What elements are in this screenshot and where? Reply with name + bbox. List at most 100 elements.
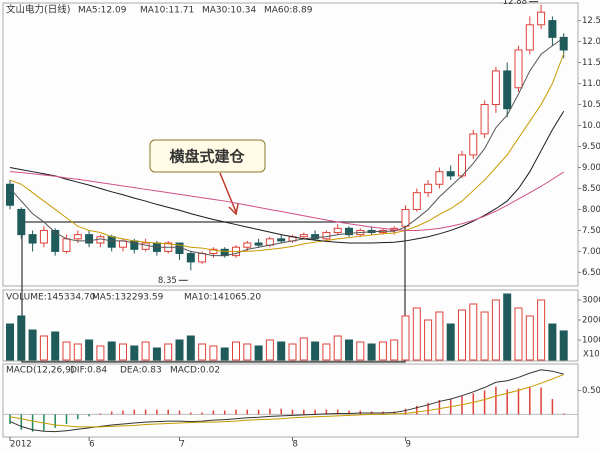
legend-entry: DIF:0.84: [70, 366, 107, 376]
volume-bar: [152, 347, 161, 361]
series-line: [9, 171, 564, 231]
x-tick-label: 9: [406, 440, 411, 450]
candle-body: [96, 236, 105, 244]
series-line: [9, 37, 564, 257]
volume-panel: [2, 289, 579, 362]
y-tick-label: 20000: [582, 316, 600, 326]
volume-bar: [130, 345, 139, 361]
series-line: [9, 369, 564, 433]
legend-entry: MA10:11.71: [140, 6, 194, 16]
series-line: [9, 53, 565, 252]
candle-body: [277, 238, 286, 242]
candle-body: [85, 234, 94, 244]
volume-bar: [333, 335, 342, 361]
y-tick-label: 6.50: [582, 268, 600, 278]
volume-bar: [62, 341, 71, 361]
y-tick-label: 9.50: [582, 142, 600, 152]
volume-bar: [51, 331, 60, 361]
candle-body: [254, 242, 263, 246]
candle-body: [243, 242, 252, 248]
series-line: [9, 374, 564, 428]
volume-bar: [164, 343, 173, 361]
volume-bar: [322, 343, 331, 361]
consolidation-box: [21, 221, 406, 363]
volume-bar: [119, 343, 127, 361]
candle-body: [424, 183, 433, 194]
legend-entry: MA60:8.89: [264, 6, 313, 16]
volume-bar: [390, 339, 399, 361]
annotation-box: [149, 139, 266, 173]
volume-bar: [209, 345, 218, 361]
volume-bar: [141, 341, 150, 361]
candle-body: [17, 208, 26, 236]
candle-body: [51, 229, 60, 252]
volume-bar: [548, 323, 557, 361]
volume-bar: [17, 315, 26, 361]
volume-bar: [73, 343, 82, 361]
volume-subtitle: MA10:141065.20: [184, 293, 261, 303]
candle-body: [73, 234, 82, 240]
volume-bar: [243, 343, 252, 361]
annotation-arrow: [219, 172, 239, 216]
y-tick-label: 0.50: [582, 386, 600, 396]
y-tick-label: 12.50: [582, 16, 600, 26]
volume-bar: [503, 293, 512, 361]
candle-body: [6, 183, 14, 206]
volume-bar: [491, 299, 500, 361]
candle-body: [480, 104, 489, 135]
volume-bar: [412, 307, 421, 361]
volume-bar: [537, 299, 546, 361]
candle-body: [39, 229, 48, 244]
candle-body: [446, 171, 455, 177]
series-line: [9, 110, 565, 244]
volume-bar: [311, 341, 320, 361]
volume-bar: [345, 339, 353, 361]
candle-body: [186, 253, 195, 263]
volume-subtitle: MA5:132293.59: [92, 293, 164, 303]
y-tick-label: 8.50: [582, 184, 600, 194]
y-tick-label: 9.00: [582, 163, 600, 173]
candle-body: [28, 234, 37, 244]
volume-bar: [277, 341, 286, 361]
volume-unit: X10: [583, 350, 600, 360]
candle-body: [537, 11, 546, 26]
volume-bar: [446, 323, 455, 361]
candle-body: [333, 227, 342, 234]
volume-bar: [186, 335, 195, 361]
candle-body: [322, 232, 331, 240]
legend-entry: DEA:0.83: [120, 366, 162, 376]
candle-body: [435, 171, 444, 185]
macd-panel: [2, 363, 579, 438]
candle-body: [299, 234, 308, 238]
volume-bar: [175, 339, 184, 361]
annotation-text: 横盘式建仓: [169, 148, 245, 166]
volume-bar: [232, 341, 240, 361]
candle-body: [503, 70, 512, 110]
candle-body: [525, 24, 534, 51]
volume-bar: [107, 341, 116, 361]
x-tick-label: 2012: [10, 440, 32, 450]
x-tick-label: 6: [89, 440, 94, 450]
volume-bar: [39, 335, 48, 361]
volume-bar: [401, 315, 410, 361]
candle-body: [141, 242, 150, 250]
volume-bar: [480, 311, 489, 361]
volume-bar: [435, 311, 444, 361]
x-tick-label: 8: [293, 440, 298, 450]
candle-body: [469, 133, 478, 156]
candle-body: [198, 253, 207, 263]
volume-bar: [469, 303, 478, 361]
candle-body: [559, 36, 568, 51]
volume-bar: [458, 309, 466, 361]
volume-bar: [424, 319, 433, 361]
volume-bar: [85, 339, 94, 361]
volume-bar: [525, 315, 534, 361]
extreme-label: 8.35: [158, 276, 177, 286]
volume-bar: [288, 343, 297, 361]
candle-body: [514, 49, 523, 89]
price-title: 文山电力(日线): [6, 4, 70, 16]
y-tick-label: 30000: [582, 296, 600, 306]
legend-entry: MA30:10.34: [202, 6, 256, 16]
extreme-label: 12.88: [503, 0, 527, 7]
